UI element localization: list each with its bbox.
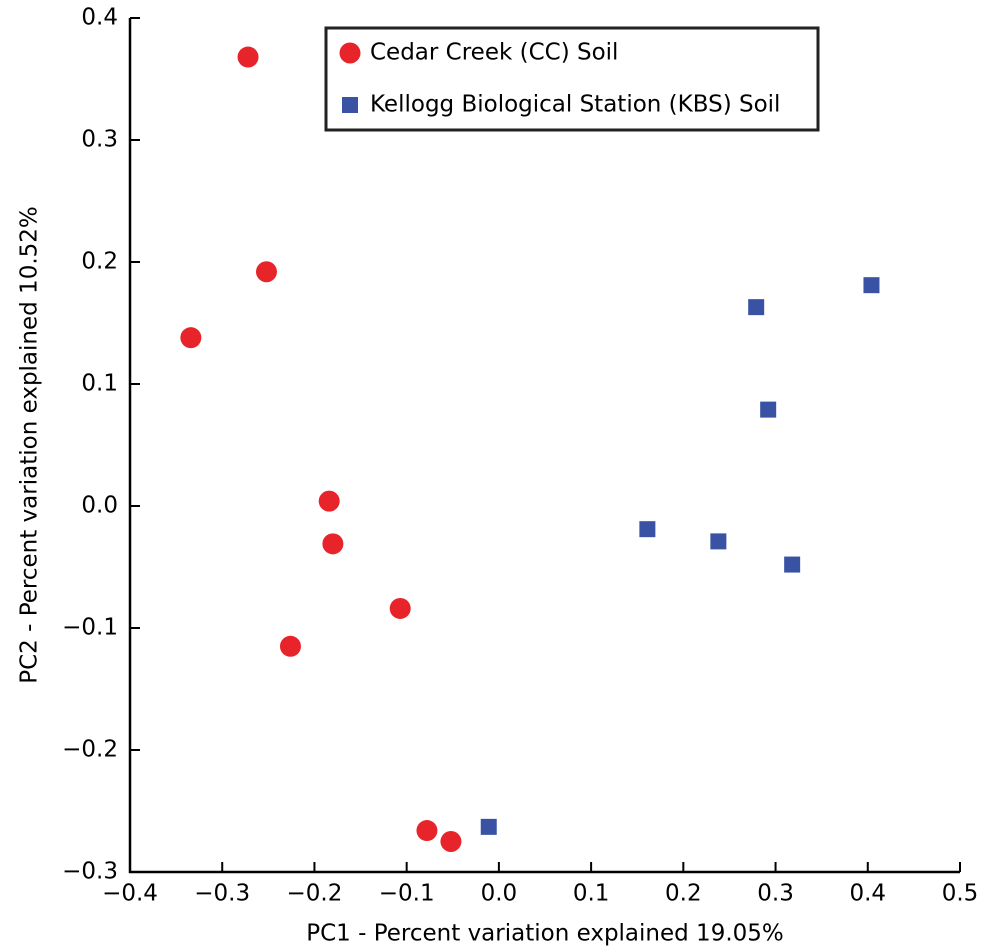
x-tick-label: −0.3 [194, 881, 250, 907]
point [863, 277, 880, 294]
x-tick-label: 0.2 [665, 881, 702, 907]
legend-box [324, 26, 820, 132]
point [748, 299, 765, 316]
y-axis-label: PC2 - Percent variation explained 10.52% [17, 206, 43, 684]
point [760, 401, 777, 418]
y-tick-label: 0.1 [81, 371, 118, 397]
y-tick-label: 0.0 [81, 493, 118, 519]
legend-marker [339, 42, 361, 64]
y-tick-label: 0.2 [81, 249, 118, 275]
x-tick-label: 0.0 [481, 881, 518, 907]
point [318, 490, 340, 512]
y-tick-label: −0.3 [62, 859, 118, 885]
legend-label: Kellogg Biological Station (KBS) Soil [370, 92, 780, 118]
x-tick-label: 0.1 [573, 881, 610, 907]
point [480, 818, 497, 835]
y-tick-label: −0.2 [62, 737, 118, 763]
point [389, 597, 411, 619]
legend-marker [342, 97, 358, 113]
x-tick-label: 0.4 [849, 881, 886, 907]
x-tick-label: 0.5 [942, 881, 979, 907]
point [322, 533, 344, 555]
y-tick-label: −0.1 [62, 615, 118, 641]
point [255, 261, 277, 283]
x-tick-label: −0.1 [379, 881, 435, 907]
point [180, 327, 202, 349]
legend-label: Cedar Creek (CC) Soil [370, 40, 618, 66]
x-tick-label: 0.3 [757, 881, 794, 907]
y-tick-label: 0.4 [81, 5, 118, 31]
point [279, 635, 301, 657]
point [416, 820, 438, 842]
point [440, 831, 462, 852]
point [237, 46, 259, 68]
point [639, 521, 656, 538]
point [710, 533, 727, 550]
x-tick-label: −0.2 [287, 881, 343, 907]
x-axis-label: PC1 - Percent variation explained 19.05% [306, 921, 784, 947]
y-tick-label: 0.3 [81, 127, 118, 153]
point [784, 556, 801, 573]
x-tick-label: −0.4 [102, 881, 158, 907]
